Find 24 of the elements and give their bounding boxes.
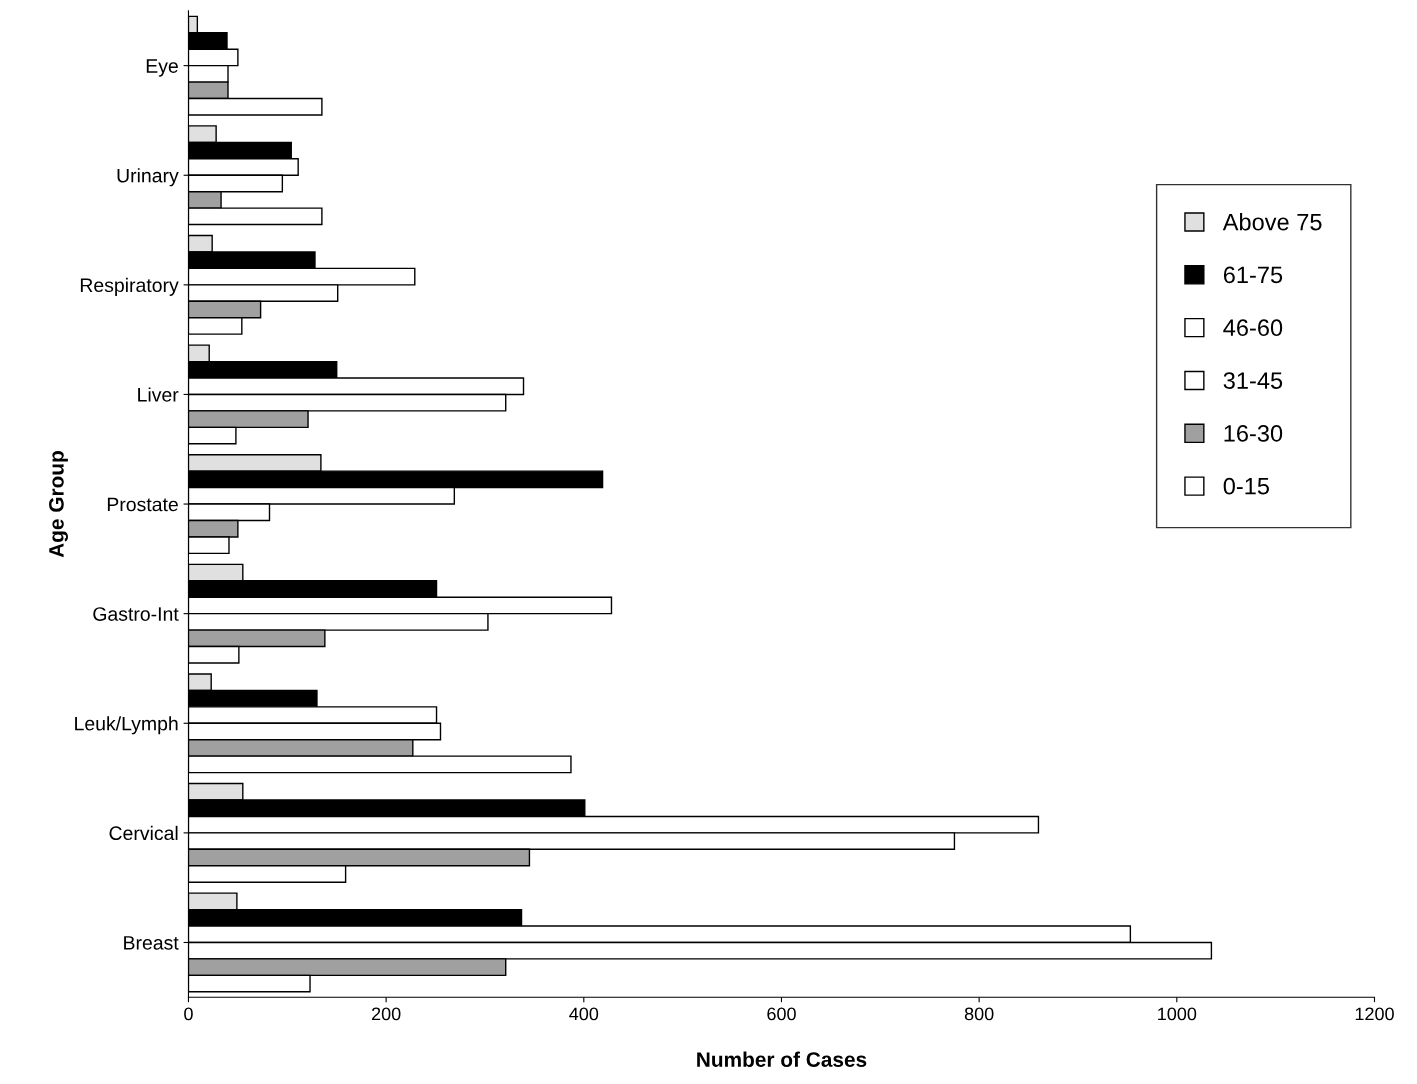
y-axis-title: Age Group: [49, 451, 68, 558]
x-axis-title: Number of Cases: [697, 1051, 867, 1067]
y-tick-label: Cervical: [109, 825, 178, 841]
x-tick-label: 1200: [1355, 1007, 1394, 1021]
legend-label: 61-75: [1223, 266, 1283, 284]
legend-label: 0-15: [1223, 477, 1269, 495]
y-tick-label: Prostate: [107, 497, 178, 512]
y-tick-label: Gastro-Int: [93, 607, 179, 621]
x-tick-label: 1000: [1158, 1007, 1197, 1021]
x-tick-label: 800: [964, 1007, 994, 1021]
y-tick-label: Urinary: [117, 168, 179, 187]
x-tick-label: 200: [371, 1007, 401, 1021]
y-tick-label: Liver: [138, 387, 179, 402]
y-tick-label: Leuk/Lymph: [75, 716, 178, 735]
legend-label: 16-30: [1224, 425, 1283, 442]
x-tick-label: 0: [184, 1007, 193, 1021]
legend-label: 46-60: [1223, 319, 1283, 337]
y-tick-label: Respiratory: [80, 277, 179, 296]
x-tick-label: 400: [569, 1007, 599, 1021]
legend-label: Above 75: [1222, 213, 1322, 231]
legend-label: 31-45: [1223, 372, 1283, 389]
x-tick-label: 600: [767, 1007, 796, 1021]
y-tick-label: Eye: [146, 59, 178, 77]
y-tick-label: Breast: [124, 936, 179, 950]
